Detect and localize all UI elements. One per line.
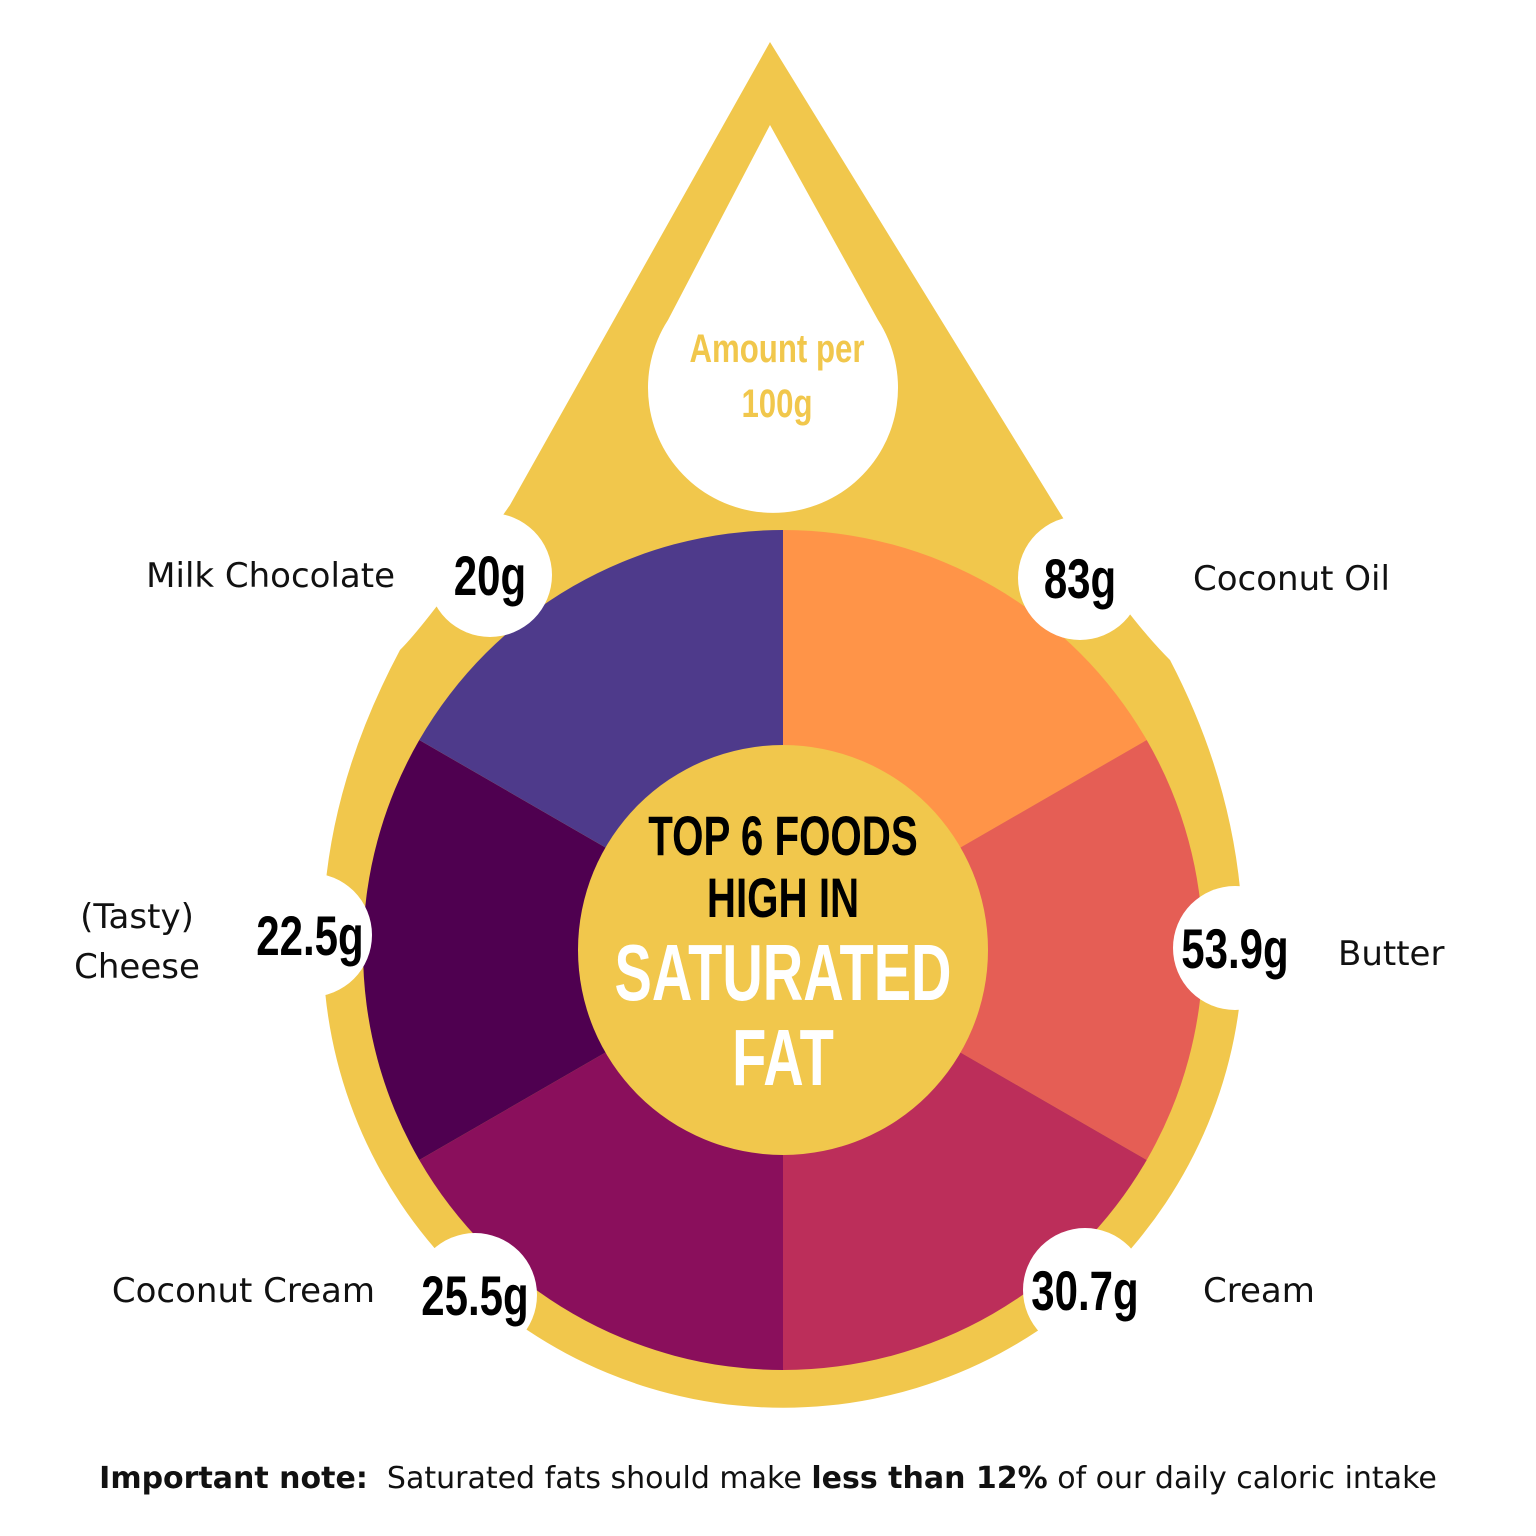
food-name: (Tasty) [80, 897, 194, 937]
amount-badge [413, 1233, 537, 1357]
wheel-segment [783, 740, 1203, 1160]
note-part: less than 12% [811, 1461, 1047, 1496]
wheel-segment [363, 740, 783, 1160]
center-circle [578, 745, 988, 1155]
food-name: Coconut Cream [112, 1271, 375, 1311]
amount: 30.7g [1031, 1260, 1138, 1322]
food-name: Cream [1203, 1271, 1315, 1311]
note: Important note: Saturated fats should ma… [99, 1461, 1437, 1496]
amount: 20g [454, 545, 526, 607]
title-highlight: FAT [732, 1012, 834, 1102]
food-name: Butter [1338, 934, 1444, 974]
amount: 25.5g [421, 1265, 528, 1327]
title: TOP 6 FOODS [648, 806, 918, 868]
title: HIGH IN [707, 868, 859, 930]
amount-badge [1023, 1228, 1147, 1352]
food-name: Milk Chocolate [146, 556, 395, 596]
subtitle: Amount per [689, 326, 864, 371]
food-name: Coconut Oil [1193, 559, 1390, 599]
amount-badge [1018, 516, 1142, 640]
note-part: of our daily caloric intake [1048, 1461, 1437, 1496]
amount: 83g [1044, 548, 1116, 610]
amount: 53.9g [1181, 918, 1288, 980]
amount-badge [248, 873, 372, 997]
subtitle: 100g [741, 381, 812, 426]
food-name: Cheese [74, 947, 200, 987]
amount: 22.5g [256, 905, 363, 967]
amount-badge [428, 513, 552, 637]
note-part: Saturated fats should make [368, 1461, 812, 1496]
title-highlight: SATURATED [615, 927, 952, 1017]
note-part: Important note: [99, 1461, 368, 1496]
drop-inner [648, 125, 899, 513]
amount-badge [1173, 886, 1297, 1010]
